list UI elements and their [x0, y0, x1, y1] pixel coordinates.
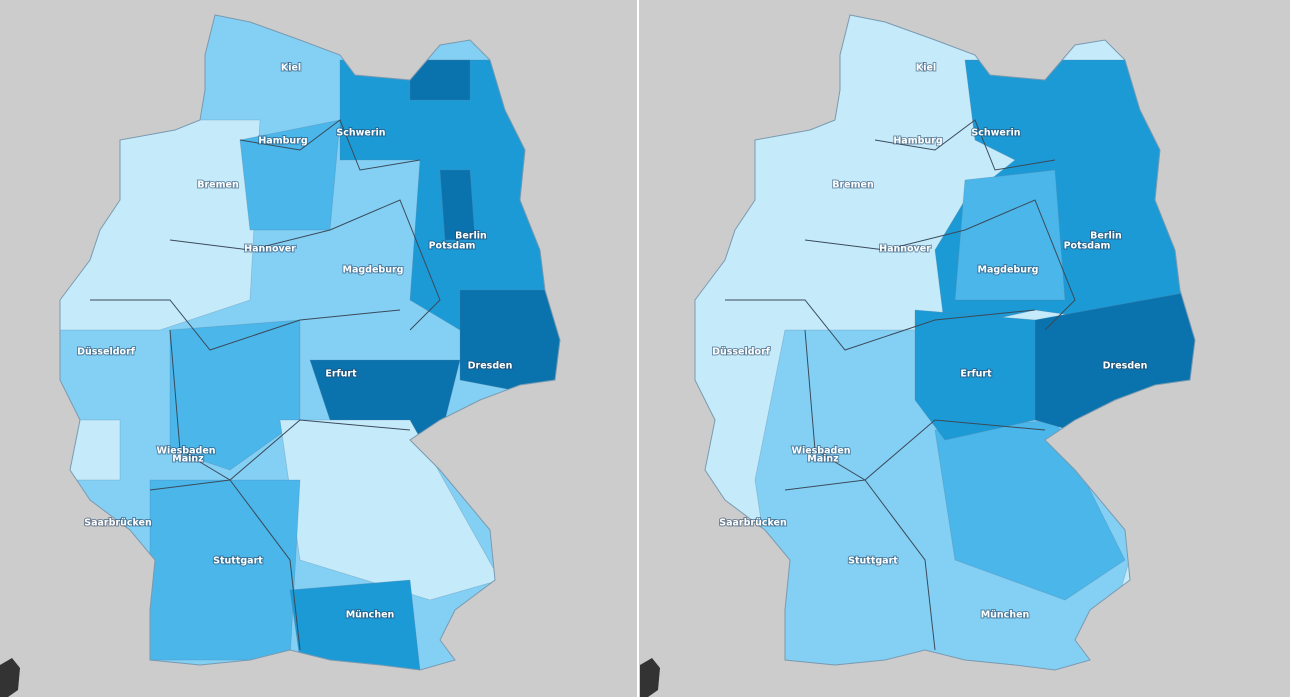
- city-label: Düsseldorf: [77, 347, 136, 358]
- city-label: Mainz: [807, 454, 839, 465]
- city-label: Dresden: [468, 361, 513, 372]
- city-label: Schwerin: [336, 128, 385, 139]
- state-border: [725, 299, 1036, 351]
- city-label: Potsdam: [429, 241, 476, 252]
- city-label: Magdeburg: [343, 265, 404, 276]
- state-border: [90, 299, 401, 351]
- city-label: Magdeburg: [978, 265, 1039, 276]
- regions: [695, 15, 1195, 670]
- city-label: Schwerin: [971, 128, 1020, 139]
- country-outline: [694, 14, 1196, 671]
- state-border: [149, 479, 301, 651]
- map: Kiel Hamburg Schwerin Bremen Hannover BerlinP…: [59, 14, 561, 671]
- region: [409, 59, 471, 101]
- regions: [60, 15, 560, 670]
- city-label: Erfurt: [325, 369, 357, 380]
- city-label: Saarbrücken: [84, 518, 152, 529]
- region: [954, 169, 1066, 301]
- city-label: Kiel: [281, 63, 301, 74]
- city-label: Wiesbaden: [156, 446, 215, 457]
- city-label: Stuttgart: [213, 556, 263, 567]
- city-label: Stuttgart: [848, 556, 898, 567]
- city-label: Bremen: [832, 180, 874, 191]
- city-label: Mainz: [172, 454, 204, 465]
- city-label: Bremen: [197, 180, 239, 191]
- state-border: [804, 199, 1076, 331]
- city-label: Berlin: [1090, 231, 1122, 242]
- city-label: Berlin: [455, 231, 487, 242]
- city-label: Wiesbaden: [791, 446, 850, 457]
- state-border: [169, 199, 441, 331]
- locator-icon: [640, 658, 660, 697]
- state-border: [784, 479, 936, 651]
- city-label: Erfurt: [960, 369, 992, 380]
- city-label: Hannover: [879, 244, 931, 255]
- map: Kiel Hamburg Schwerin Bremen Hannover BerlinP…: [694, 14, 1196, 671]
- city-label: Hannover: [244, 244, 296, 255]
- country-outline: [59, 14, 561, 671]
- city-label: Potsdam: [1064, 241, 1111, 252]
- city-label: Dresden: [1103, 361, 1148, 372]
- region: [914, 309, 1036, 441]
- state-border: [239, 119, 421, 171]
- region: [459, 289, 560, 401]
- city-label: Hamburg: [258, 136, 307, 147]
- state-border: [874, 119, 1056, 171]
- city-label: München: [981, 610, 1030, 621]
- region: [149, 479, 301, 661]
- region: [289, 579, 421, 670]
- region: [169, 319, 301, 471]
- region: [439, 169, 476, 241]
- city-label: Düsseldorf: [712, 347, 771, 358]
- city-label: Saarbrücken: [719, 518, 787, 529]
- city-label: München: [346, 610, 395, 621]
- locator-icon: [0, 658, 20, 697]
- city-label: Hamburg: [893, 136, 942, 147]
- city-label: Kiel: [916, 63, 936, 74]
